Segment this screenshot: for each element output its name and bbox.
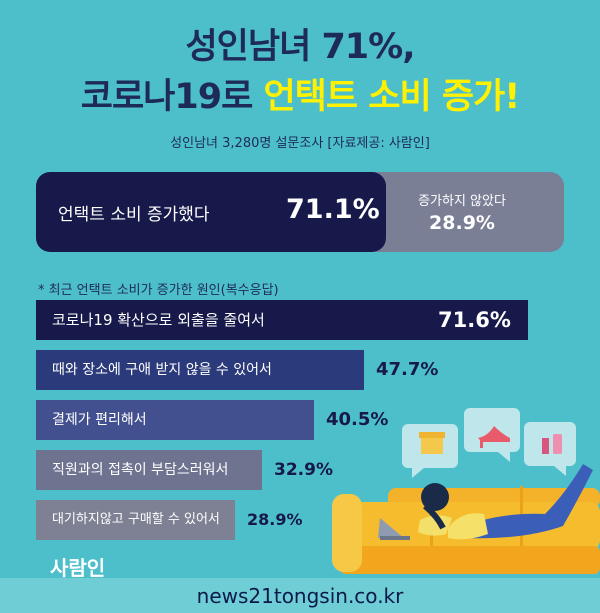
bar-value-4: 32.9% bbox=[274, 460, 333, 480]
gift-box-bubble-icon bbox=[402, 424, 458, 478]
bar-value-3: 40.5% bbox=[326, 409, 389, 430]
title-line-2-highlight: 언택트 소비 증가! bbox=[263, 77, 520, 117]
bar-value-2: 47.7% bbox=[376, 359, 439, 380]
bar-label-2: 때와 장소에 구애 받지 않을 수 있어서 bbox=[52, 362, 272, 378]
title-line-2: 코로나19로 언택트 소비 증가! bbox=[0, 68, 600, 119]
bar-2: 때와 장소에 구애 받지 않을 수 있어서 bbox=[36, 350, 364, 390]
bar-value-1: 71.6% bbox=[438, 308, 511, 332]
bar-label-3: 결제가 편리해서 bbox=[52, 412, 147, 428]
chart-note: * 최근 언택트 소비가 증가한 원인(복수응답) bbox=[38, 283, 279, 298]
bar-label-4: 직원과의 접촉이 부담스러워서 bbox=[52, 462, 229, 478]
increased-box: 언택트 소비 증가했다 71.1% bbox=[36, 172, 386, 252]
cosmetics-bubble-icon bbox=[524, 422, 576, 476]
not-increased-box: 증가하지 않았다 28.9% bbox=[360, 172, 564, 252]
bar-value-5: 28.9% bbox=[247, 510, 303, 529]
not-increased-label: 증가하지 않았다 bbox=[418, 194, 506, 209]
bar-label-1: 코로나19 확산으로 외출을 줄여서 bbox=[52, 311, 265, 329]
title-line-1: 성인남녀 71%, bbox=[185, 27, 415, 67]
person-with-laptop bbox=[378, 464, 593, 540]
bar-5: 대기하지않고 구매할 수 있어서 bbox=[36, 500, 235, 540]
not-increased-value: 28.9% bbox=[429, 212, 495, 234]
title-line-2-dark: 코로나19로 bbox=[80, 77, 264, 117]
bar-label-5: 대기하지않고 구매할 수 있어서 bbox=[52, 512, 220, 527]
bar-4: 직원과의 접촉이 부담스러워서 bbox=[36, 450, 262, 490]
increased-label: 언택트 소비 증가했다 bbox=[58, 205, 210, 225]
bar-3: 결제가 편리해서 bbox=[36, 400, 314, 440]
footer-bar: news21tongsin.co.kr bbox=[0, 578, 600, 613]
footer-url[interactable]: news21tongsin.co.kr bbox=[196, 584, 404, 608]
high-heel-bubble-icon bbox=[464, 408, 520, 462]
saramin-logo: 사람인 bbox=[50, 556, 106, 580]
subtitle: 성인남녀 3,280명 설문조사 [자료제공: 사람인] bbox=[170, 136, 430, 151]
bar-1: 코로나19 확산으로 외출을 줄여서 bbox=[36, 300, 528, 340]
increased-value: 71.1% bbox=[286, 194, 380, 225]
